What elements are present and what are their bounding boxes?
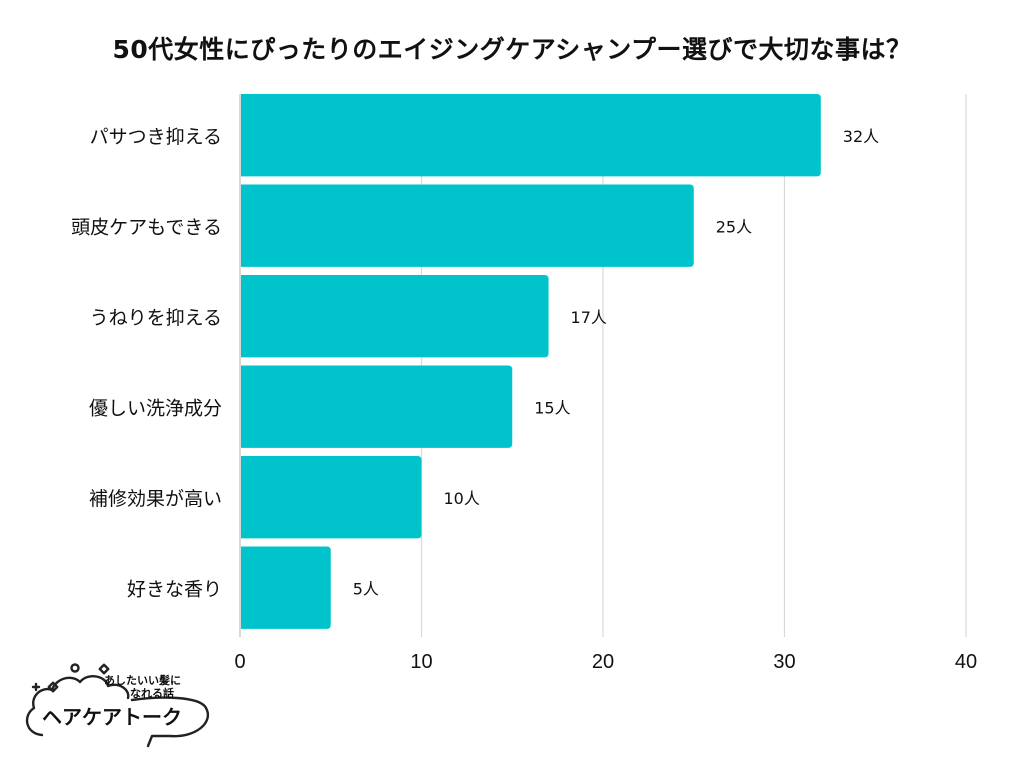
x-tick-label: 0 [234, 651, 245, 673]
x-tick-label: 20 [592, 651, 614, 673]
logo-tagline-2: なれる話 [130, 686, 174, 700]
value-label: 15人 [534, 398, 570, 417]
x-tick-label: 30 [773, 651, 795, 673]
logo-bubble-icon [70, 663, 80, 673]
bar [241, 94, 821, 177]
logo-cloud-outline [25, 675, 130, 737]
bar [241, 275, 549, 358]
bar [241, 184, 694, 267]
category-label: 優しい洗浄成分 [89, 397, 222, 419]
chart-title: 50代女性にぴったりのエイジングケアシャンプー選びで大切な事は？ [112, 35, 912, 64]
category-label: 好きな香り [127, 578, 222, 600]
category-label: パサつき抑える [90, 126, 222, 148]
logo-speech-tail [130, 696, 209, 748]
value-label: 10人 [444, 489, 480, 508]
bar [241, 456, 422, 539]
value-label: 32人 [843, 127, 879, 146]
value-label: 25人 [716, 217, 752, 236]
value-label: 5人 [353, 579, 379, 598]
category-label: うねりを抑える [90, 307, 222, 329]
logo-name: ヘアケアトーク [42, 705, 182, 729]
category-label: 頭皮ケアもできる [71, 216, 222, 238]
value-label: 17人 [571, 308, 607, 327]
logo-diamond-icon [98, 663, 110, 675]
logo-sparkle-icon [31, 682, 41, 692]
x-tick-label: 10 [410, 651, 432, 673]
hair-care-talk-logo: あしたいい髪に なれる話 ヘアケアトーク [25, 663, 209, 748]
logo-tagline-1: あしたいい髪に [104, 673, 181, 687]
bar [241, 365, 513, 448]
category-label: 補修効果が高い [89, 488, 222, 510]
logo-diamond-icon [47, 681, 59, 693]
x-tick-label: 40 [955, 651, 977, 673]
bar [241, 546, 331, 629]
